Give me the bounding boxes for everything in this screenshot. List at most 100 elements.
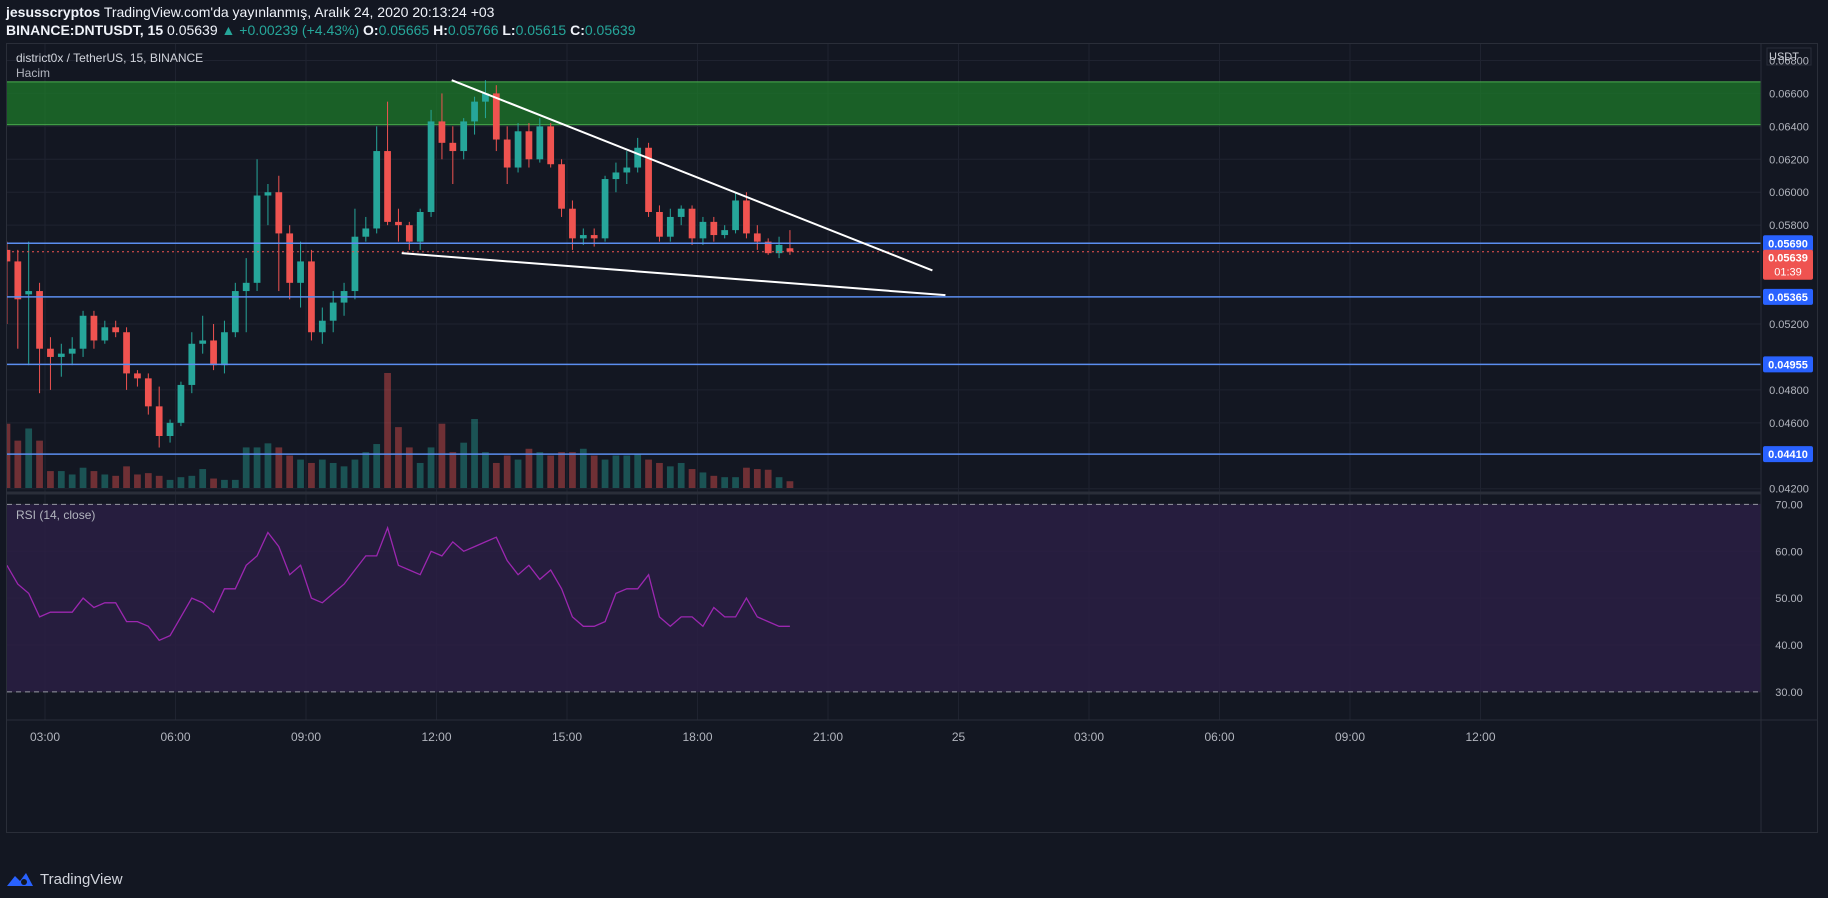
price-axis[interactable]: 0.06800 0.06600 0.06400 0.06200 0.06000 0.058… — [1760, 44, 1817, 832]
chart-frame[interactable]: 0.06800 0.06600 0.06400 0.06200 0.06000 0.058… — [3, 43, 1818, 833]
volume-bar — [166, 479, 174, 488]
time-tick-label: 21:00 — [813, 730, 843, 744]
rsi-tick-label: 40.00 — [1775, 640, 1803, 652]
volume-bar — [155, 475, 163, 488]
volume-bar — [536, 452, 544, 488]
level-price-badge[interactable] — [1763, 288, 1813, 305]
currency-box — [1766, 47, 1812, 66]
resistance-zone[interactable] — [7, 81, 1761, 125]
candle-body — [221, 332, 228, 366]
volume-bar — [297, 459, 304, 488]
time-tick-label: 03:00 — [1074, 730, 1104, 744]
candle-body — [623, 167, 631, 173]
candle-body — [123, 332, 130, 374]
candle-body — [275, 192, 283, 234]
volume-bar — [579, 448, 587, 488]
candle-body — [743, 200, 750, 234]
price-tick-label: 0.06400 — [1769, 121, 1809, 133]
volume-bar — [3, 423, 11, 488]
candle-body — [492, 93, 500, 140]
volume-bar — [47, 471, 54, 488]
candle-body — [395, 221, 402, 226]
volume-bar — [308, 462, 315, 488]
volume-bar — [25, 428, 33, 488]
level-price-badge[interactable] — [1763, 235, 1813, 252]
volume-bar — [231, 479, 239, 488]
candle-body — [677, 208, 685, 217]
candle-body — [645, 147, 652, 212]
last-price-badge[interactable] — [1763, 249, 1813, 280]
volume-bar — [134, 474, 141, 488]
volume-bar — [688, 469, 696, 488]
last-price-badge-label: 0.05639 — [1768, 253, 1808, 265]
candle-body — [688, 208, 696, 239]
currency-label: USDT — [1769, 51, 1799, 63]
time-axis[interactable]: 03:00 06:00 09:00 12:00 15:00 18:00 21:00 25 03:… — [7, 719, 1817, 744]
candle-body — [503, 139, 511, 168]
candle-body — [318, 320, 326, 333]
volume-bar — [775, 477, 783, 488]
candle-body — [569, 208, 576, 239]
level-price-badge-label: 0.05365 — [1768, 292, 1808, 304]
rsi-line-group — [6, 503, 1761, 693]
volume-bar — [14, 440, 22, 488]
volume-bar — [373, 444, 381, 488]
volume-bar — [286, 455, 294, 488]
candle-body — [438, 121, 446, 143]
publish-info: TradingView.com'da yayınlanmış, Aralık 2… — [103, 4, 495, 20]
high-value: 0.05766 — [447, 22, 499, 38]
candle-body — [90, 315, 98, 341]
candle-body — [656, 212, 663, 237]
candle-body — [264, 192, 272, 196]
candle-body — [579, 235, 587, 239]
time-tick-label: 12:00 — [1465, 730, 1495, 744]
chart-header: jesusscryptos TradingView.com'da yayınla… — [6, 4, 636, 38]
volume-bar — [503, 455, 511, 488]
trendline[interactable] — [401, 252, 946, 297]
volume-bar — [329, 462, 337, 488]
candle-body — [286, 233, 294, 283]
volume-bar — [177, 477, 185, 488]
rsi-tick-label: 50.00 — [1775, 593, 1803, 605]
trendline[interactable] — [451, 79, 933, 272]
brand-name[interactable]: TradingView — [40, 870, 123, 888]
level-price-badge-label: 0.04955 — [1768, 359, 1808, 371]
volume-bar — [275, 447, 283, 488]
candle-body — [14, 261, 22, 300]
time-tick-label: 06:00 — [160, 730, 190, 744]
candle-body — [199, 340, 207, 344]
rsi-tick-label: 60.00 — [1775, 546, 1803, 558]
candle-body — [166, 422, 174, 436]
candle-body — [112, 327, 120, 333]
author-name[interactable]: jesusscryptos — [6, 4, 101, 20]
symbol-label: BINANCE:DNTUSDT, 15 — [6, 22, 164, 38]
volume-bar — [569, 452, 576, 488]
volume-bar — [384, 373, 391, 488]
volume-bar — [721, 477, 729, 488]
candle-body — [612, 172, 620, 180]
candle-body — [25, 291, 33, 295]
candle-body — [547, 126, 555, 165]
volume-bar — [36, 440, 43, 488]
chart-canvas[interactable]: 0.06800 0.06600 0.06400 0.06200 0.06000 0.058… — [3, 44, 1817, 832]
candle-body — [405, 225, 413, 242]
volume-bar — [68, 474, 76, 488]
volume-bar — [656, 462, 663, 488]
candle-body — [416, 212, 424, 242]
candle-body — [753, 233, 761, 242]
level-price-badge[interactable] — [1763, 356, 1813, 373]
volume-bar — [514, 459, 522, 488]
time-tick-label: 03:00 — [30, 730, 60, 744]
volume-bar — [427, 447, 435, 488]
volume-bar — [612, 455, 620, 488]
candle-body — [210, 340, 217, 366]
tradingview-logo-icon[interactable] — [6, 870, 34, 888]
candle-body — [362, 228, 370, 237]
candle-body — [57, 353, 65, 357]
volume-bar — [101, 474, 109, 488]
level-price-badge[interactable] — [1763, 446, 1813, 463]
trendlines[interactable] — [401, 79, 946, 297]
price-tick-label: 0.04200 — [1769, 484, 1809, 496]
candle-body — [3, 249, 11, 262]
price-tick-label: 0.06600 — [1769, 88, 1809, 100]
